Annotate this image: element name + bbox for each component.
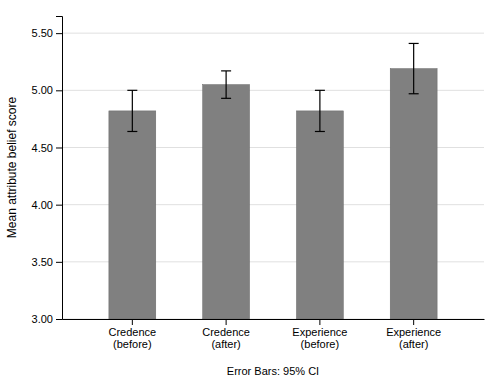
x-tick-label-line: Experience — [386, 326, 441, 338]
x-tick-label-line: (before) — [301, 338, 340, 350]
y-tick: 5.00 — [32, 84, 62, 96]
y-tick-mark — [56, 33, 62, 34]
error-bar-cap — [315, 90, 325, 91]
error-bar-cap — [127, 90, 137, 91]
error-bar — [409, 43, 419, 93]
error-bar-cap — [221, 70, 231, 71]
x-tick-mark — [132, 319, 133, 325]
y-tick-label: 4.50 — [32, 142, 53, 154]
bar — [390, 69, 437, 319]
error-bar — [127, 90, 137, 131]
y-tick: 3.00 — [32, 313, 62, 325]
x-tick-label: Experience(after) — [386, 326, 441, 351]
y-tick-label: 4.00 — [32, 199, 53, 211]
y-tick-label: 5.50 — [32, 27, 53, 39]
y-tick-mark — [56, 319, 62, 320]
x-tick-label: Credence(after) — [202, 326, 250, 351]
bar — [203, 85, 250, 319]
y-tick-mark — [56, 147, 62, 148]
x-tick-mark — [319, 319, 320, 325]
bar — [109, 111, 156, 319]
y-tick: 4.00 — [32, 199, 62, 211]
x-tick: Experience(before) — [292, 319, 347, 350]
y-tick-mark — [56, 90, 62, 91]
y-tick-label: 3.50 — [32, 256, 53, 268]
marks — [109, 43, 437, 319]
x-tick-label-line: Credence — [108, 326, 156, 338]
x-tick-label: Credence(before) — [108, 326, 156, 351]
error-bar-cap — [221, 98, 231, 99]
y-axis-title: Mean attribute belief score — [5, 96, 19, 238]
grid — [62, 33, 484, 319]
chart: 3.003.504.004.505.005.50Credence(before)… — [0, 0, 500, 383]
bar — [296, 111, 343, 319]
error-bar-cap — [409, 43, 419, 44]
x-tick: Credence(after) — [202, 319, 250, 350]
x-tick: Experience(after) — [386, 319, 441, 350]
x-axis: Credence(before)Credence(after)Experienc… — [63, 319, 485, 350]
y-tick-label: 5.00 — [32, 84, 53, 96]
x-tick-label-line: (before) — [113, 338, 152, 350]
x-tick-label: Experience(before) — [292, 326, 347, 351]
x-axis-line — [63, 319, 485, 320]
y-tick: 3.50 — [32, 256, 62, 268]
error-bar-stem — [226, 71, 227, 98]
error-bar-cap — [315, 131, 325, 132]
x-tick-mark — [226, 319, 227, 325]
plot: 3.003.504.004.505.005.50Credence(before)… — [32, 17, 485, 351]
y-tick-mark — [56, 262, 62, 263]
grid-line — [62, 33, 484, 34]
x-tick-label-line: Credence — [202, 326, 250, 338]
x-tick-mark — [413, 319, 414, 325]
x-tick-label-line: (after) — [399, 338, 428, 350]
error-bar-stem — [319, 90, 320, 131]
error-bar-cap — [127, 131, 137, 132]
error-bar — [221, 71, 231, 98]
y-tick-label: 3.00 — [32, 313, 53, 325]
y-tick-mark — [56, 205, 62, 206]
annotation: Error Bars: 95% CI — [227, 365, 319, 377]
y-tick: 4.50 — [32, 142, 62, 154]
y-tick: 5.50 — [32, 27, 62, 39]
y-axis-line — [56, 17, 63, 320]
error-bar-stem — [132, 90, 133, 131]
error-bar-cap — [409, 93, 419, 94]
y-axis: 3.00 3.50 4.00 4.50 5.00 5.50 — [32, 17, 63, 326]
x-tick: Credence(before) — [108, 319, 156, 350]
error-bar — [315, 90, 325, 131]
x-tick-label-line: (after) — [211, 338, 240, 350]
x-tick-label-line: Experience — [292, 326, 347, 338]
error-bar-stem — [413, 43, 414, 93]
